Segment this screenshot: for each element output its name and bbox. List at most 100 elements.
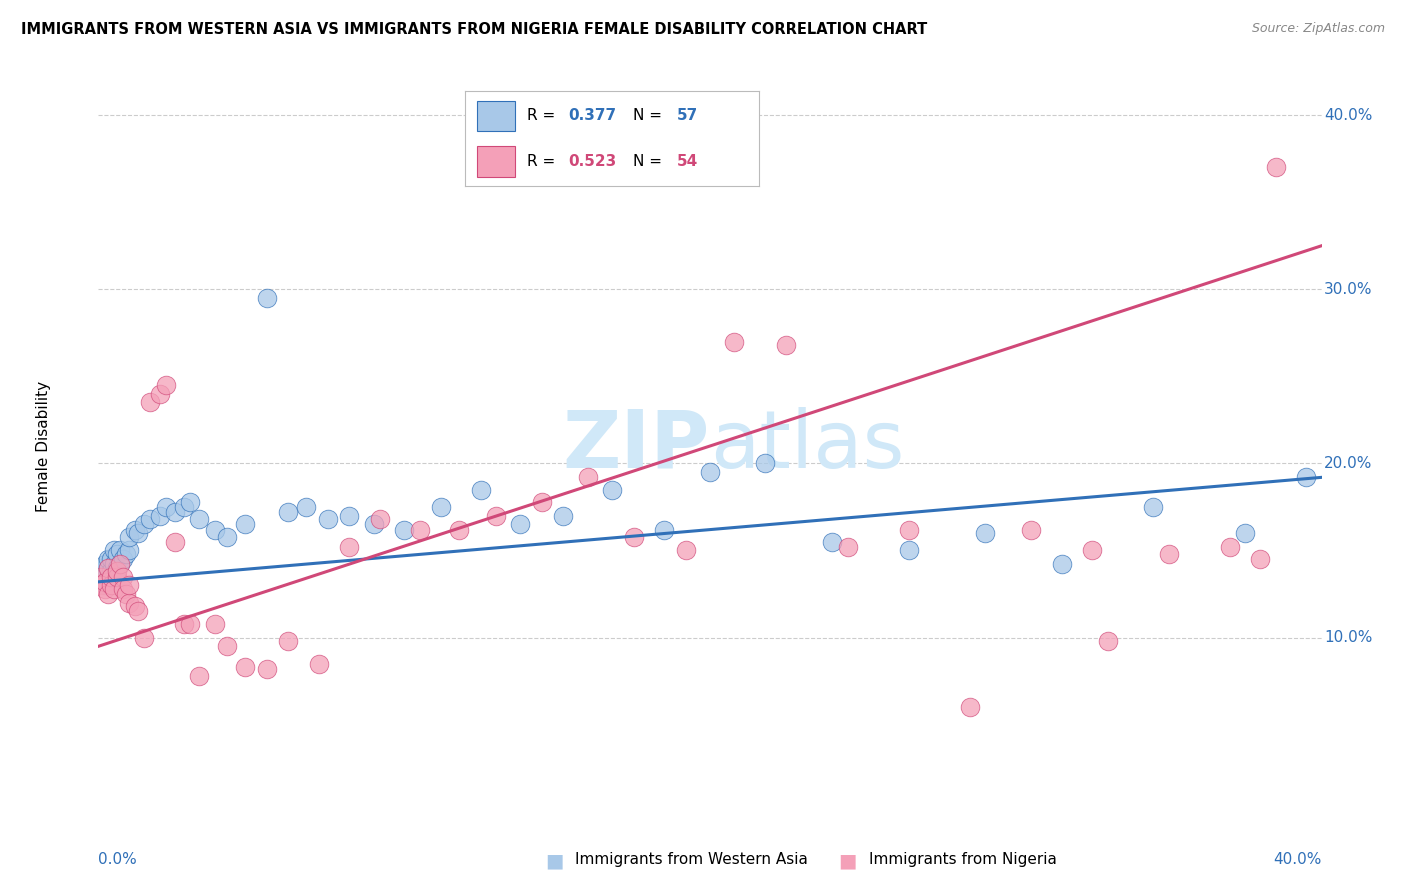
Text: Immigrants from Western Asia: Immigrants from Western Asia (575, 852, 808, 867)
Text: 10.0%: 10.0% (1324, 630, 1372, 645)
Point (392, 523, 416, 537)
Point (105, 565, 128, 579)
Point (111, 552, 134, 566)
Point (134, 631, 156, 645)
Point (105, 561, 128, 575)
Point (553, 508, 575, 523)
Point (93, 574, 115, 589)
Point (1249, 552, 1271, 566)
Point (97, 561, 120, 575)
Point (124, 599, 146, 614)
Point (97, 552, 120, 566)
Text: ■: ■ (546, 852, 564, 871)
Point (699, 465, 721, 479)
Point (179, 494, 201, 508)
Point (470, 483, 492, 497)
Point (118, 543, 141, 558)
Point (93, 567, 115, 582)
Point (204, 616, 226, 631)
Point (90, 578, 112, 592)
Text: Immigrants from Nigeria: Immigrants from Nigeria (869, 852, 1057, 867)
Point (103, 558, 125, 572)
Point (105, 547, 128, 561)
Point (1264, 161, 1286, 175)
Point (97, 561, 120, 575)
Point (837, 540, 859, 554)
Point (509, 517, 531, 532)
Point (93, 582, 115, 596)
Point (723, 334, 745, 349)
Point (1219, 540, 1241, 554)
Text: 40.0%: 40.0% (1324, 108, 1372, 122)
Point (430, 500, 453, 514)
Point (100, 565, 122, 579)
Point (149, 386, 172, 401)
Point (105, 569, 128, 583)
Text: 40.0%: 40.0% (1274, 852, 1322, 867)
Point (277, 634, 299, 648)
Point (308, 657, 330, 671)
Point (108, 558, 131, 572)
Point (215, 530, 238, 544)
Point (115, 587, 138, 601)
Point (179, 616, 201, 631)
Point (368, 512, 391, 526)
Point (149, 508, 172, 523)
Point (108, 558, 131, 572)
Point (215, 640, 238, 654)
Point (108, 543, 131, 558)
Text: IMMIGRANTS FROM WESTERN ASIA VS IMMIGRANTS FROM NIGERIA FEMALE DISABILITY CORREL: IMMIGRANTS FROM WESTERN ASIA VS IMMIGRAN… (21, 22, 928, 37)
Point (127, 526, 149, 541)
Point (233, 517, 256, 532)
Point (124, 523, 146, 537)
Point (1157, 547, 1180, 561)
Point (1234, 526, 1257, 541)
Point (623, 530, 645, 544)
Point (408, 523, 430, 537)
Point (295, 500, 318, 514)
Point (1097, 634, 1119, 648)
Point (316, 512, 339, 526)
Point (1019, 523, 1042, 537)
Point (103, 569, 125, 583)
Point (139, 512, 162, 526)
Point (90, 569, 112, 583)
Point (118, 578, 141, 592)
Text: Female Disability: Female Disability (37, 380, 51, 512)
Point (163, 534, 186, 549)
Text: 30.0%: 30.0% (1324, 282, 1372, 297)
Point (93, 578, 115, 592)
Point (897, 523, 920, 537)
Point (652, 523, 675, 537)
Point (337, 540, 360, 554)
Point (100, 578, 122, 592)
Text: Source: ZipAtlas.com: Source: ZipAtlas.com (1251, 22, 1385, 36)
Point (90, 565, 112, 579)
Point (173, 500, 195, 514)
Point (233, 660, 256, 674)
Point (775, 338, 797, 352)
Point (155, 500, 177, 514)
Point (134, 517, 156, 532)
Point (1050, 558, 1073, 572)
Point (363, 517, 385, 532)
Point (600, 483, 623, 497)
Point (530, 494, 553, 508)
Point (127, 604, 149, 618)
Point (188, 512, 211, 526)
Point (115, 547, 138, 561)
Point (959, 700, 981, 714)
Point (188, 669, 211, 683)
Point (111, 569, 134, 583)
Point (163, 505, 186, 519)
Point (97, 573, 120, 587)
Point (97, 587, 120, 601)
Point (103, 543, 125, 558)
Point (155, 378, 177, 392)
Point (93, 558, 115, 572)
Point (90, 561, 112, 575)
Point (204, 523, 226, 537)
Point (118, 596, 141, 610)
Text: 0.0%: 0.0% (98, 852, 138, 867)
Text: atlas: atlas (710, 407, 904, 485)
